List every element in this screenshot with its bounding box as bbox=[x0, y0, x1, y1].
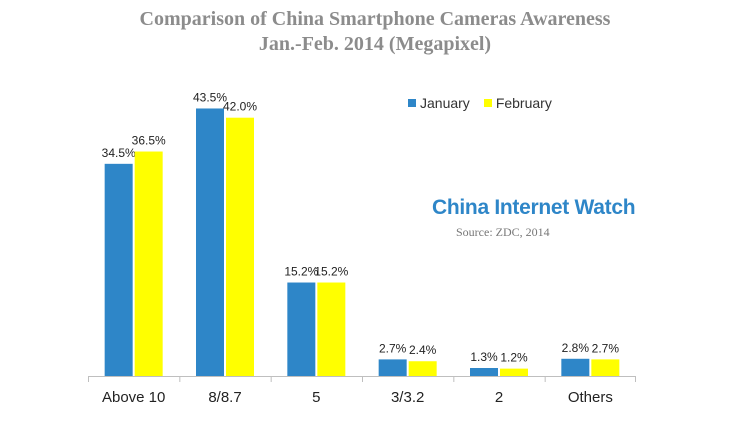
bar-january bbox=[287, 282, 316, 376]
bar-january bbox=[470, 368, 498, 376]
data-label-february: 36.5% bbox=[132, 134, 166, 148]
data-label-january: 15.2% bbox=[284, 265, 318, 279]
data-label-february: 2.4% bbox=[409, 343, 437, 357]
source-note: Source: ZDC, 2014 bbox=[456, 225, 550, 239]
bar-february bbox=[408, 361, 437, 376]
watermark: China Internet Watch bbox=[432, 196, 636, 219]
bar-january bbox=[378, 359, 407, 376]
legend-item-january: January bbox=[408, 95, 470, 111]
x-tick-label: 5 bbox=[312, 389, 320, 406]
bar-february bbox=[134, 151, 163, 376]
data-label-january: 43.5% bbox=[193, 90, 227, 104]
x-tick-label: Others bbox=[568, 389, 613, 406]
x-tick-label: 3/3.2 bbox=[391, 389, 424, 406]
legend-label-january: January bbox=[420, 95, 470, 111]
bar-february bbox=[226, 117, 254, 376]
chart-title: Comparison of China Smartphone Cameras A… bbox=[139, 8, 611, 30]
data-label-february: 15.2% bbox=[314, 265, 348, 279]
bar-february bbox=[317, 282, 346, 376]
data-label-january: 34.5% bbox=[102, 146, 136, 160]
bar-february bbox=[591, 359, 620, 376]
bar-february bbox=[500, 368, 528, 376]
legend-item-february: February bbox=[483, 95, 552, 111]
data-label-february: 42.0% bbox=[223, 100, 257, 114]
chart-legend: January February bbox=[408, 95, 566, 111]
data-label-january: 1.3% bbox=[470, 350, 498, 364]
legend-swatch-january bbox=[408, 99, 416, 107]
data-label-february: 1.2% bbox=[500, 351, 528, 365]
legend-swatch-february bbox=[483, 99, 492, 107]
data-label-february: 2.7% bbox=[592, 341, 620, 355]
x-tick-label: 2 bbox=[495, 389, 503, 406]
chart-subtitle: Jan.-Feb. 2014 (Megapixel) bbox=[258, 33, 492, 55]
data-label-january: 2.7% bbox=[379, 341, 407, 355]
legend-label-february: February bbox=[495, 95, 552, 111]
data-label-january: 2.8% bbox=[562, 341, 590, 355]
bar-january bbox=[561, 358, 590, 376]
x-tick-label: Above 10 bbox=[102, 389, 165, 406]
bar-january bbox=[104, 163, 133, 376]
bar-january bbox=[196, 108, 224, 376]
x-tick-label: 8/8.7 bbox=[208, 389, 241, 406]
